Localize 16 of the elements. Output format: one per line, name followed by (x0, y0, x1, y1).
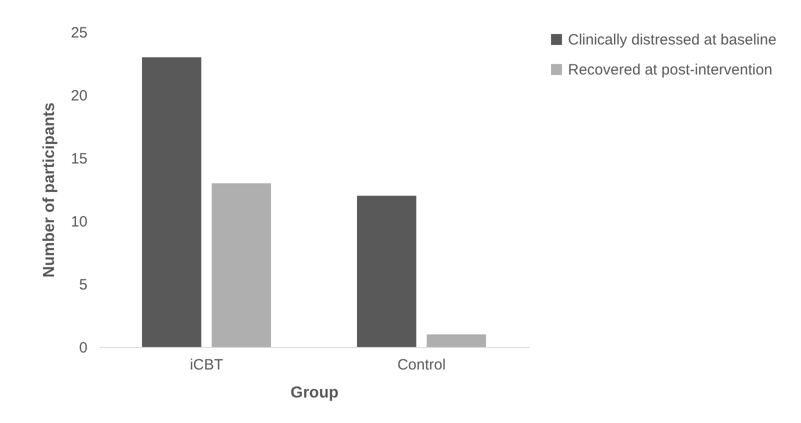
y-tick-label: 25 (70, 24, 88, 42)
bar (212, 183, 271, 347)
y-tick-label: 5 (79, 276, 88, 294)
x-tick-label: iCBT (190, 356, 224, 374)
x-tick-label: Control (397, 356, 446, 374)
legend-label: Clinically distressed at baseline (568, 32, 776, 48)
bar (426, 334, 486, 347)
y-tick-label: 15 (70, 150, 88, 168)
x-axis-title: Group (290, 384, 339, 402)
y-axis-title: Number of participants (40, 102, 58, 278)
bar (142, 57, 202, 347)
legend-label: Recovered at post-intervention (568, 62, 772, 78)
y-tick-label: 20 (70, 88, 88, 104)
bar (357, 196, 416, 347)
y-tick-label: 0 (79, 340, 88, 356)
y-tick-label: 10 (70, 214, 88, 230)
